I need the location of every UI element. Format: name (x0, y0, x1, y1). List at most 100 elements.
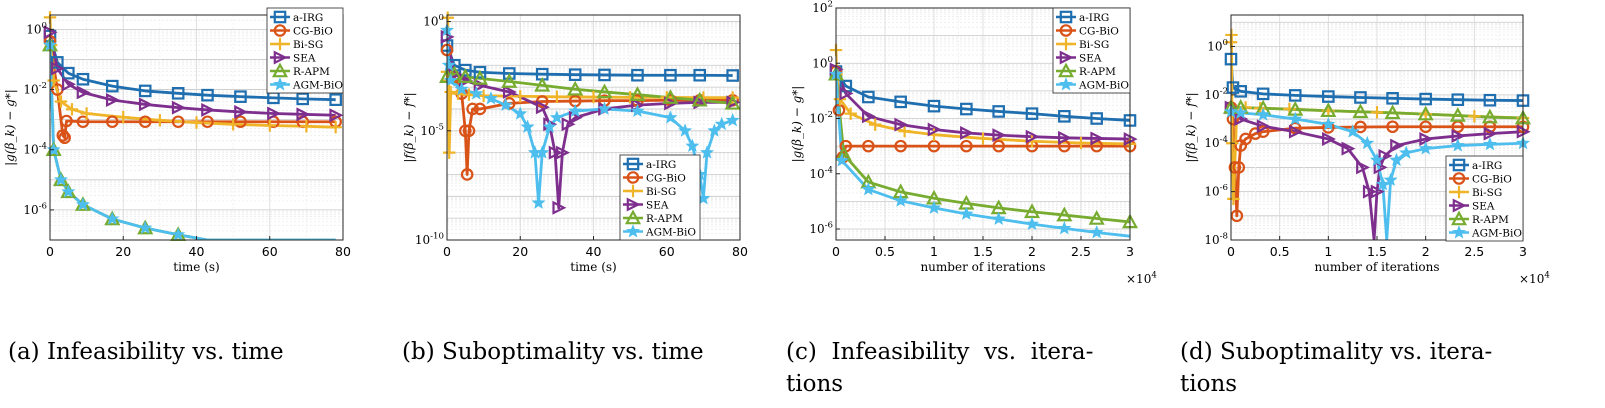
data-point-a-IRG (927, 99, 941, 113)
data-point-SEA (927, 122, 942, 137)
x-tick-label: 0.5 (1270, 244, 1290, 259)
x-tick-label: 40 (189, 244, 205, 259)
data-point-a-IRG (171, 87, 185, 100)
data-point-a-IRG (1058, 110, 1071, 123)
data-point-AGM-BiO (441, 57, 456, 72)
data-point-AGM-BiO (1321, 117, 1336, 131)
data-point-SEA (839, 86, 854, 101)
y-tick-label: 10-10 (415, 232, 444, 247)
data-point-AGM-BiO (1375, 176, 1390, 191)
x-tick-label: 40 (586, 244, 602, 259)
data-point-AGM-BiO (1256, 107, 1271, 121)
y-tick-label: 10-2 (23, 81, 47, 96)
data-point-a-IRG (502, 67, 516, 80)
x-axis-label: number of iterations (920, 260, 1045, 274)
legend-label-AGM-BiO: AGM-BiO (645, 227, 696, 239)
data-point-a-IRG (598, 68, 611, 82)
y-tick-label: 100 (26, 21, 47, 36)
data-point-CG-BiO (56, 129, 70, 142)
data-point-AGM-BiO (1450, 138, 1465, 152)
data-point-AGM-BiO (685, 138, 700, 153)
data-point-R-APM (596, 83, 613, 99)
legend-marker-AGM-BiO (1058, 77, 1074, 91)
data-point-SEA (862, 109, 876, 124)
data-point-SEA (267, 106, 282, 121)
data-point-AGM-BiO (138, 220, 153, 234)
data-point-a-IRG (992, 105, 1005, 118)
legend-label-R-APM: R-APM (1472, 214, 1509, 226)
data-point-SEA (1256, 119, 1271, 134)
data-point-Bi-SG (623, 91, 637, 104)
series-line-R-APM (836, 74, 1130, 224)
y-tick-label: 10-5 (420, 122, 444, 137)
data-point-Bi-SG (1370, 106, 1384, 119)
data-point-CG-BiO (1354, 120, 1367, 134)
caption-c-line1: (c) Infeasibility vs. itera- (786, 339, 1094, 365)
data-point-SEA (726, 95, 741, 110)
data-point-a-IRG (664, 68, 677, 82)
data-point-SEA (1341, 141, 1356, 156)
data-point-AGM-BiO (861, 182, 876, 196)
data-point-Bi-SG (1227, 192, 1240, 206)
legend-label-CG-BiO: CG-BiO (293, 26, 333, 38)
legend-label-R-APM: R-APM (1079, 66, 1116, 78)
data-point-AGM-BiO (520, 119, 535, 133)
data-point-AGM-BiO (834, 153, 849, 167)
data-point-SEA (1234, 112, 1249, 127)
data-point-SEA (201, 102, 216, 117)
caption-c: (c) Infeasibility vs. itera- tions (786, 336, 1093, 400)
data-point-AGM-BiO (1288, 111, 1303, 126)
data-point-Bi-SG (898, 124, 911, 138)
y-tick-label: 10-4 (23, 141, 47, 156)
data-point-AGM-BiO (1369, 152, 1385, 167)
legend-marker-a-IRG (626, 157, 640, 171)
data-point-a-IRG (1322, 90, 1335, 103)
legend-marker-AGM-BiO (1451, 225, 1467, 239)
data-point-a-IRG (1234, 85, 1248, 98)
y-tick-label: 102 (812, 0, 833, 15)
data-point-Bi-SG (117, 111, 130, 124)
y-tick-label: 10-6 (809, 221, 833, 236)
legend-label-a-IRG: a-IRG (646, 159, 676, 171)
data-point-CG-BiO (138, 115, 152, 129)
data-point-Bi-SG (65, 103, 79, 116)
x-tick-label: 2.5 (1464, 244, 1484, 259)
data-point-AGM-BiO (549, 110, 564, 124)
data-point-AGM-BiO (1418, 141, 1433, 155)
legend-marker-Bi-SG (1059, 37, 1073, 51)
y-tick-label: 100 (812, 55, 833, 70)
legend-label-AGM-BiO: AGM-BiO (1471, 228, 1522, 240)
data-point-a-IRG (138, 84, 152, 98)
data-point-AGM-BiO (61, 184, 76, 198)
caption-b-line1: (b) Suboptimality vs. time (402, 339, 704, 365)
data-point-a-IRG (894, 95, 907, 109)
y-tick-label: 10-6 (23, 202, 47, 217)
legend-label-Bi-SG: Bi-SG (293, 39, 323, 51)
data-point-SEA (548, 145, 563, 160)
data-point-SEA (1288, 124, 1303, 139)
data-point-R-APM (534, 76, 551, 92)
data-point-AGM-BiO (46, 142, 61, 156)
chart-panel-1: 0 20 40 60 80 100 10-5 10-10 time (s) |f(β_k) − f… (402, 11, 748, 274)
data-point-a-IRG (234, 90, 247, 103)
data-point-AGM-BiO (991, 211, 1006, 225)
y-tick-label: 10-8 (1204, 232, 1228, 247)
x-tick-label: 0.5 (875, 244, 895, 259)
x-tick-label: 2 (1028, 244, 1036, 259)
data-point-R-APM (724, 94, 741, 110)
data-point-SEA (561, 117, 576, 132)
legend-label-a-IRG: a-IRG (293, 12, 323, 24)
data-point-Bi-SG (300, 120, 313, 133)
data-point-Bi-SG (54, 95, 68, 108)
x-tick-label: 0 (46, 244, 54, 259)
legend-marker-Bi-SG (1452, 185, 1466, 199)
data-point-SEA (992, 128, 1007, 143)
data-point-AGM-BiO (53, 172, 68, 186)
data-point-SEA (556, 145, 571, 160)
data-point-SEA (502, 84, 517, 99)
series-line-SEA (836, 68, 1130, 141)
data-point-a-IRG (568, 68, 582, 81)
data-point-a-IRG (726, 69, 739, 82)
